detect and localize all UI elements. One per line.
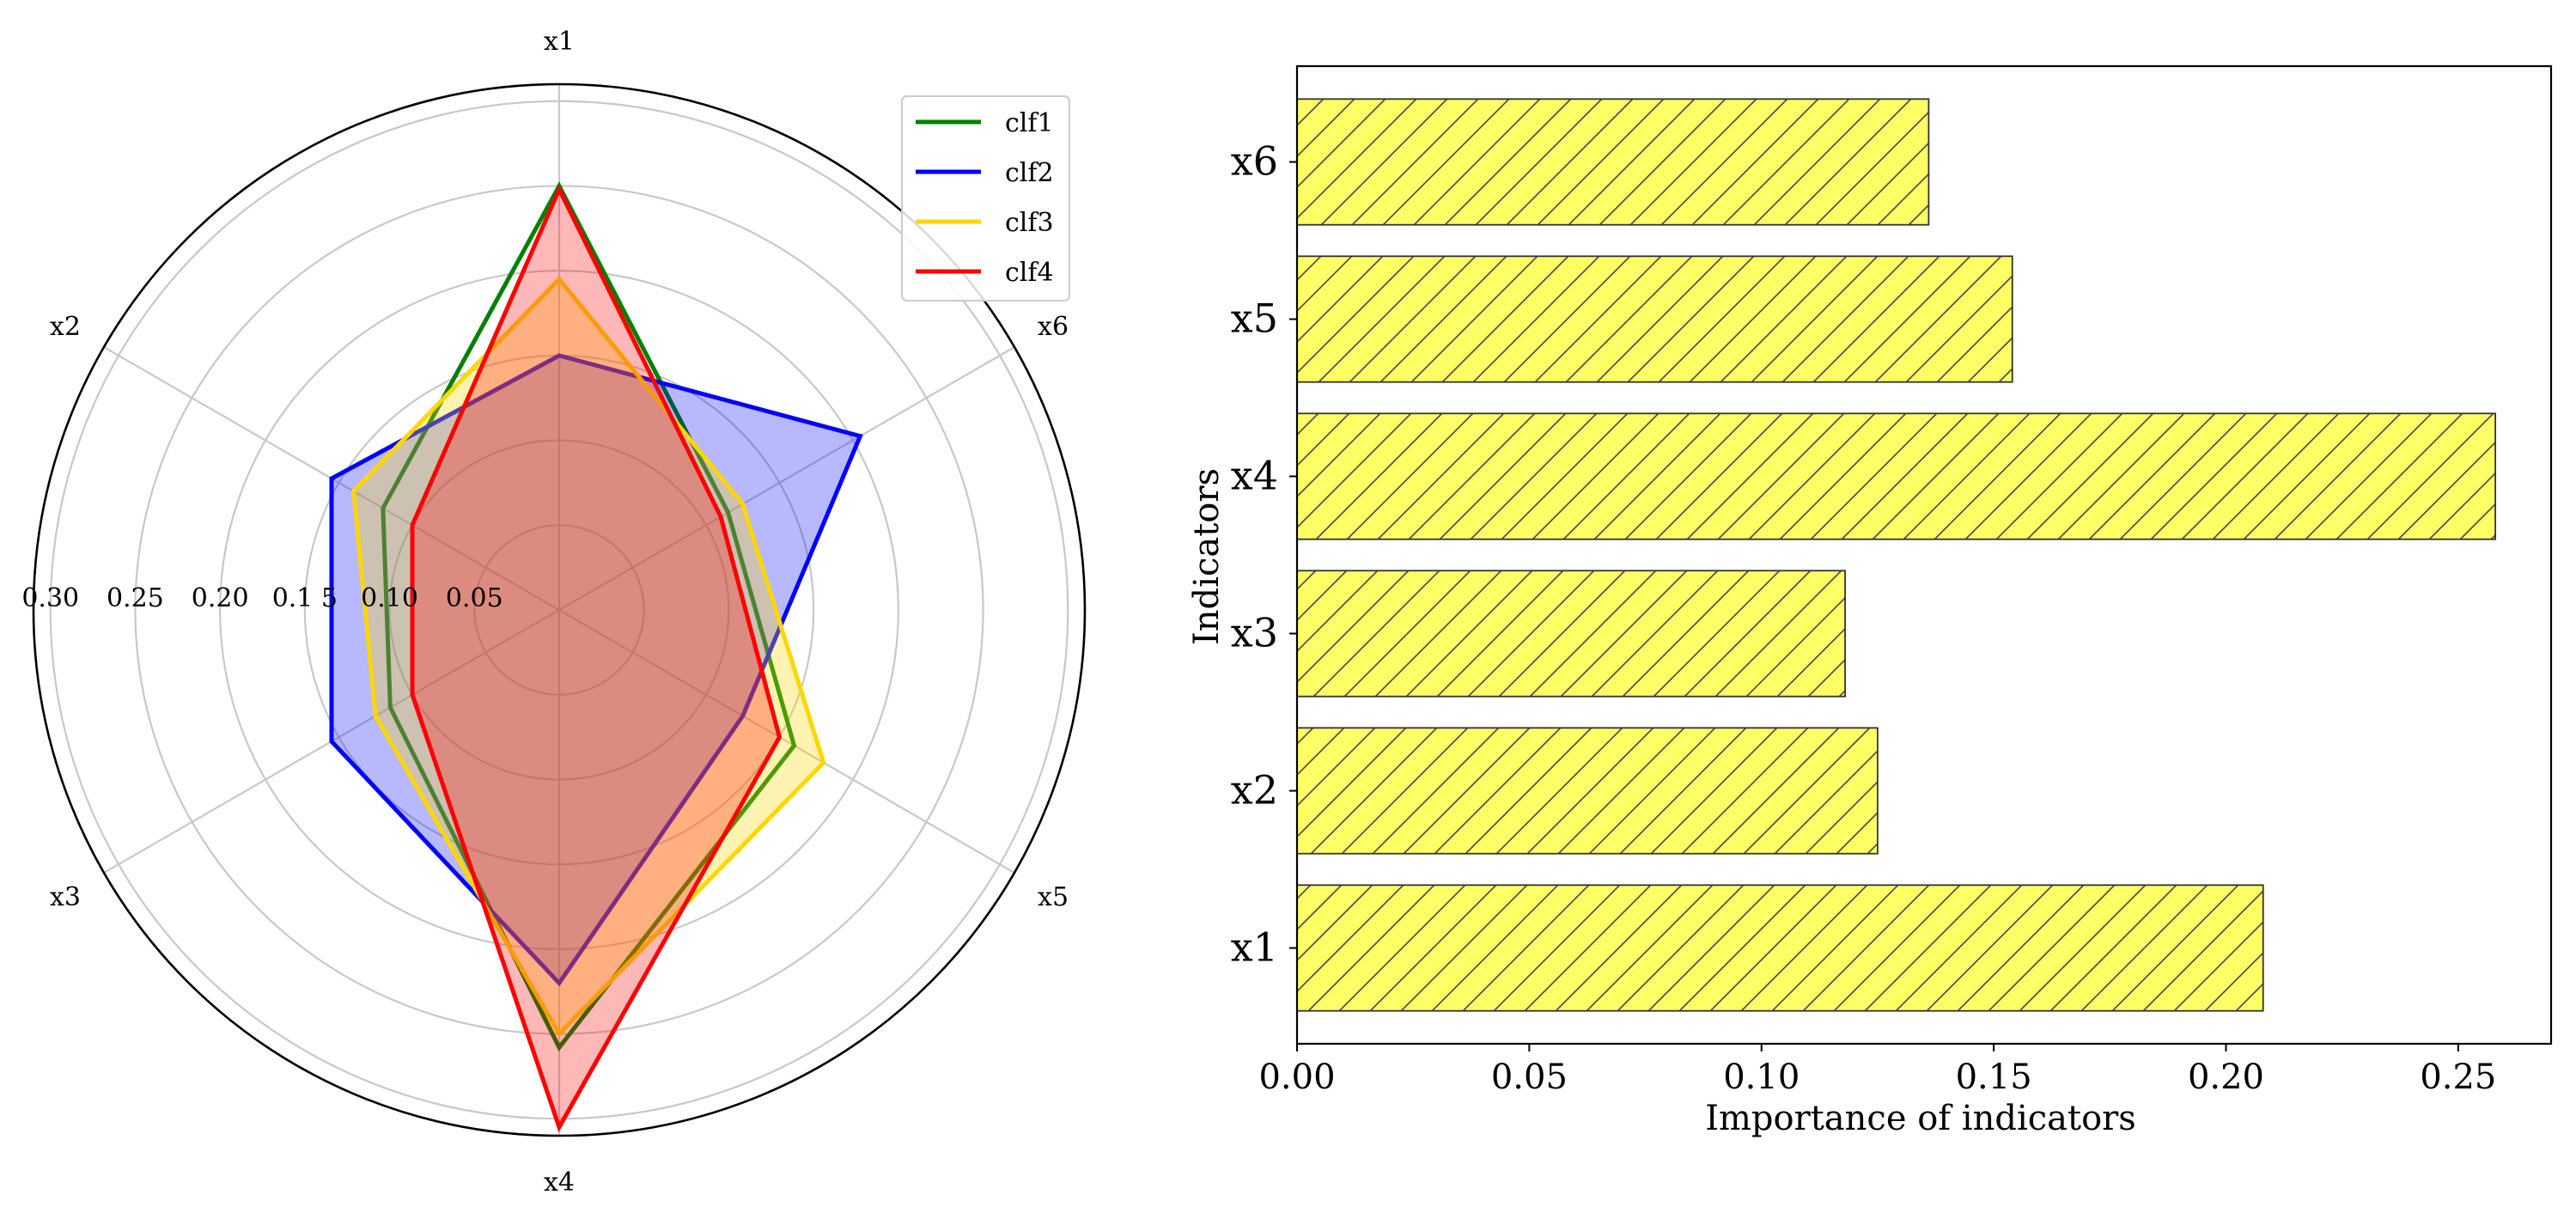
x-tick-label: 0.15 bbox=[1956, 1058, 2032, 1097]
legend-label-clf4: clf4 bbox=[1005, 258, 1054, 288]
radar-radial-tick: 0.05 bbox=[446, 583, 503, 613]
radar-labels: x1 x6 x5 x4 x3 x2 0.05 0.10 0.1 5 0.20 0.25 0.30 bbox=[21, 27, 1069, 1198]
y-tick-label-x1: x1 bbox=[1231, 924, 1278, 971]
legend-label-clf1: clf1 bbox=[1005, 108, 1054, 138]
bar-hatch-x6 bbox=[1296, 98, 1930, 226]
x-tick-label: 0.00 bbox=[1258, 1058, 1335, 1097]
x-tick-label: 0.10 bbox=[1723, 1058, 1800, 1097]
x-tick-label: 0.25 bbox=[2420, 1058, 2496, 1097]
bar-hatch-x3 bbox=[1296, 570, 1846, 698]
x-tick-label: 0.20 bbox=[2188, 1058, 2264, 1097]
bar-hatch-x4 bbox=[1296, 412, 2497, 540]
y-tick-label-x6: x6 bbox=[1231, 138, 1278, 185]
x-axis-label: Importance of indicators bbox=[1705, 1099, 2136, 1138]
bar-chart: 0.00 0.05 0.10 0.15 0.20 0.25 x1 x2 x3 x4 x5 x6 Im… bbox=[1187, 64, 2553, 1138]
y-tick-label-x4: x4 bbox=[1231, 453, 1278, 499]
radar-axis-label-x2: x2 bbox=[50, 312, 81, 342]
bar-hatch-x5 bbox=[1296, 255, 2013, 383]
x-tick-label: 0.05 bbox=[1491, 1058, 1568, 1097]
radar-radial-tick: 0.25 bbox=[107, 583, 164, 613]
radar-series-clf3 bbox=[351, 276, 826, 1038]
radar-series-layer bbox=[329, 181, 863, 1133]
radar-axis-label-x1: x1 bbox=[544, 27, 575, 57]
radar-series-clf4 bbox=[410, 184, 783, 1133]
bar-series bbox=[1296, 98, 2497, 1012]
radar-radial-tick: 0.10 bbox=[361, 583, 418, 613]
y-tick-label-x5: x5 bbox=[1231, 296, 1278, 342]
radar-radial-tick: 0.30 bbox=[21, 583, 79, 613]
bar-hatch-x2 bbox=[1296, 727, 1879, 855]
radar-axis-label-x5: x5 bbox=[1038, 882, 1069, 912]
bar-hatch-x1 bbox=[1296, 884, 2264, 1012]
radar-axis-label-x6: x6 bbox=[1038, 312, 1069, 342]
radar-spoke bbox=[558, 346, 1015, 611]
radar-axis-label-x3: x3 bbox=[50, 882, 81, 912]
radar-series-clf1 bbox=[381, 181, 797, 1052]
radar-radial-tick: 0.20 bbox=[192, 583, 249, 613]
y-tick-label-x2: x2 bbox=[1231, 767, 1278, 814]
legend-label-clf3: clf3 bbox=[1005, 208, 1054, 238]
radar-spoke bbox=[558, 609, 1015, 874]
legend-label-clf2: clf2 bbox=[1005, 158, 1054, 188]
x-axis-ticks: 0.00 0.05 0.10 0.15 0.20 0.25 bbox=[1258, 1044, 2496, 1097]
radar-outer-ring bbox=[32, 82, 1087, 1137]
radar-legend: clf1 clf2 clf3 clf4 bbox=[901, 95, 1070, 302]
radar-series-clf2 bbox=[329, 353, 863, 987]
y-tick-label-x3: x3 bbox=[1231, 610, 1278, 656]
radar-axis-label-x4: x4 bbox=[544, 1167, 575, 1198]
radar-chart: x1 x6 x5 x4 x3 x2 0.05 0.10 0.1 5 0.20 0.25 0.30 cl… bbox=[21, 27, 1087, 1198]
legend-frame bbox=[901, 95, 1070, 302]
y-axis-label: Indicators bbox=[1187, 468, 1227, 645]
radar-radial-tick: 0.1 5 bbox=[272, 583, 338, 613]
plot-frame bbox=[1295, 64, 2553, 1045]
y-axis-ticks: x1 x2 x3 x4 x5 x6 bbox=[1231, 138, 1297, 971]
